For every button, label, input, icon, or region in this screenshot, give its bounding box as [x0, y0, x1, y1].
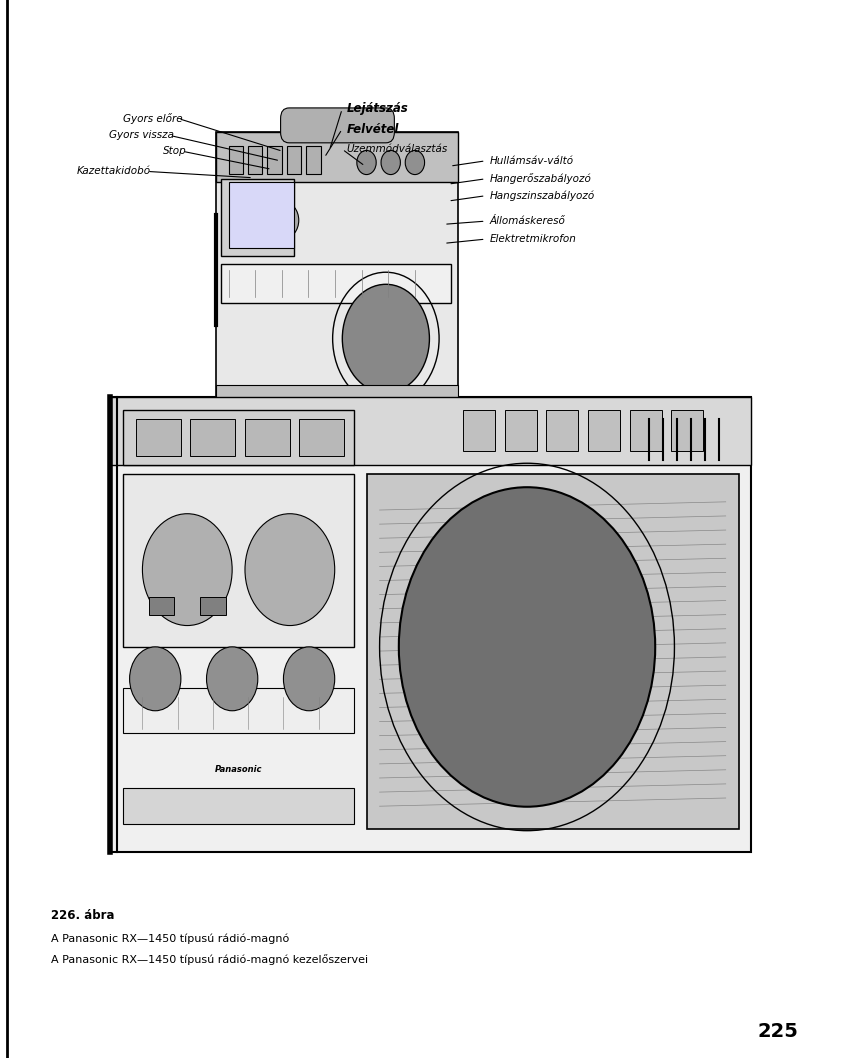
Text: Lejátszás: Lejátszás [346, 103, 408, 115]
Text: Elektretmikrofon: Elektretmikrofon [490, 234, 576, 244]
Text: Gyors vissza: Gyors vissza [109, 130, 174, 141]
Bar [546, 411, 578, 452]
Text: Gyors előre: Gyors előre [123, 113, 183, 124]
Text: A Panasonic RX—1450 típusú rádió-magnó: A Panasonic RX—1450 típusú rádió-magnó [51, 933, 290, 944]
Text: Hullámsáv-váltó: Hullámsáv-váltó [490, 156, 574, 166]
Text: Üzemmódválasztás: Üzemmódválasztás [346, 144, 447, 154]
Bar [287, 146, 301, 174]
Circle shape [245, 514, 335, 625]
Bar [149, 597, 175, 615]
Bar [123, 788, 354, 824]
Circle shape [342, 285, 430, 393]
Bar [123, 411, 354, 466]
FancyBboxPatch shape [280, 108, 394, 143]
Bar [630, 411, 661, 452]
Bar [228, 146, 243, 174]
Text: 225: 225 [757, 1022, 798, 1041]
Circle shape [405, 150, 424, 175]
Bar [216, 132, 458, 182]
Circle shape [399, 487, 655, 806]
Bar [306, 146, 321, 174]
Circle shape [270, 202, 299, 238]
Bar [110, 397, 751, 852]
Text: Kazettakidobó: Kazettakidobó [77, 166, 151, 177]
Bar [588, 411, 620, 452]
Text: Panasonic: Panasonic [215, 765, 262, 774]
Text: 226. ábra: 226. ábra [51, 909, 115, 922]
Circle shape [284, 646, 335, 711]
Bar [136, 420, 181, 456]
Circle shape [381, 150, 401, 175]
Bar [216, 385, 458, 407]
Bar [672, 411, 703, 452]
Bar [123, 474, 354, 646]
Bar [222, 264, 451, 303]
Circle shape [130, 646, 181, 711]
Bar [216, 132, 458, 407]
Bar [228, 182, 294, 248]
Bar [367, 474, 739, 829]
Circle shape [143, 514, 232, 625]
Bar [110, 397, 751, 466]
Bar [300, 420, 345, 456]
Bar [504, 411, 537, 452]
Circle shape [357, 150, 376, 175]
Bar [245, 420, 290, 456]
Text: Állomáskereső: Állomáskereső [490, 216, 565, 226]
Bar [200, 597, 226, 615]
Text: Hangszinszabályozó: Hangszinszabályozó [490, 190, 595, 201]
Text: Felvétel: Felvétel [346, 123, 399, 135]
Bar [267, 146, 282, 174]
Text: Hangerőszabályozó: Hangerőszabályozó [490, 174, 592, 184]
Circle shape [206, 646, 258, 711]
Bar [463, 411, 495, 452]
Bar [248, 146, 262, 174]
Bar [123, 688, 354, 733]
Bar [222, 179, 294, 256]
Text: Stop: Stop [163, 146, 187, 157]
Bar [190, 420, 235, 456]
Text: A Panasonic RX—1450 típusú rádió-magnó kezelőszervei: A Panasonic RX—1450 típusú rádió-magnó k… [51, 954, 368, 965]
Circle shape [231, 202, 260, 238]
